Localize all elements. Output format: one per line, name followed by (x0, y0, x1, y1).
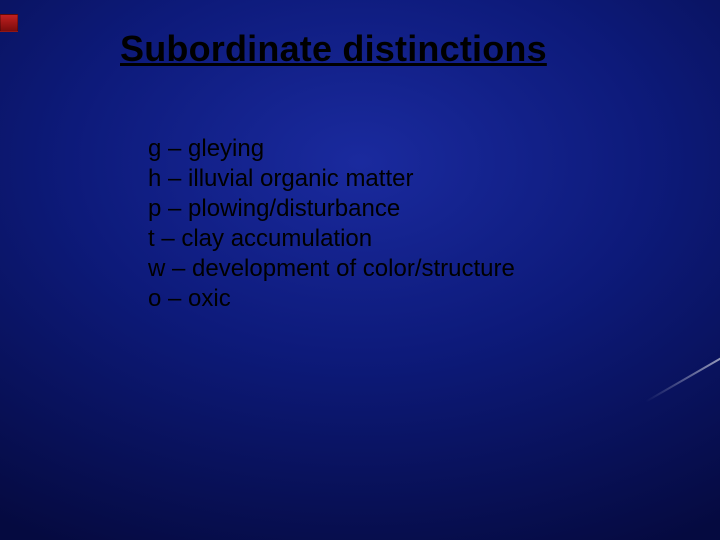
bullet-marker (0, 14, 18, 32)
slide: Subordinate distinctions g – gleying h –… (0, 0, 720, 540)
slide-title: Subordinate distinctions (120, 28, 547, 69)
list-item: g – gleying (148, 134, 515, 164)
list-item: p – plowing/disturbance (148, 194, 515, 224)
list-item: o – oxic (148, 284, 515, 314)
title-container: Subordinate distinctions (120, 28, 547, 70)
list-item: t – clay accumulation (148, 224, 515, 254)
body-list: g – gleying h – illuvial organic matter … (148, 134, 515, 314)
light-streak-accent (646, 356, 720, 403)
list-item: w – development of color/structure (148, 254, 515, 284)
list-item: h – illuvial organic matter (148, 164, 515, 194)
